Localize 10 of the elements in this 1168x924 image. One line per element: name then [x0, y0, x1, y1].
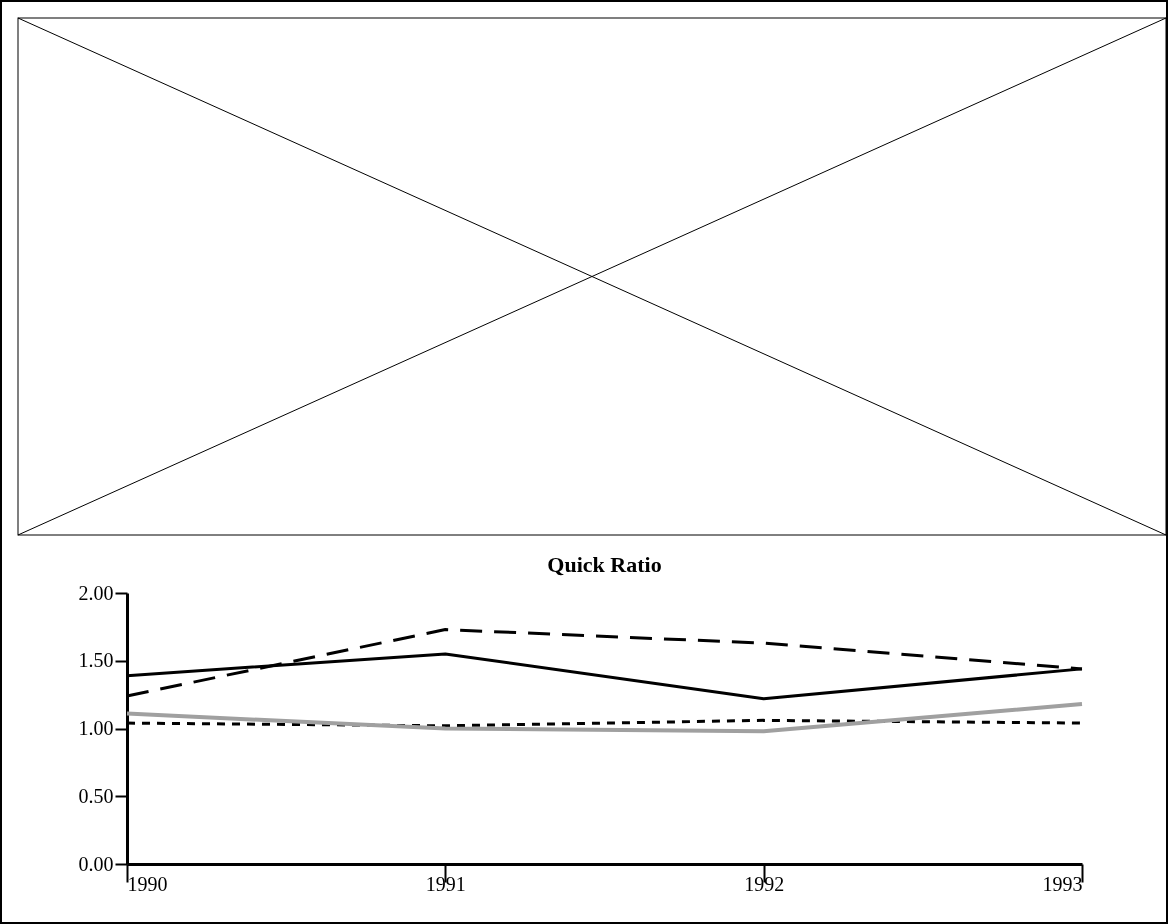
y-tick-label: 1.00 — [78, 717, 114, 739]
y-tick-label: 0.50 — [78, 784, 114, 807]
x-tick-label: 1991 — [425, 872, 466, 895]
y-tick-label: 1.50 — [78, 649, 114, 672]
x-tick-label: 1992 — [744, 872, 785, 895]
y-tick-label: 0.00 — [78, 852, 114, 875]
y-tick-label: 2.00 — [78, 581, 114, 604]
x-tick-label: 1990 — [127, 872, 168, 895]
x-tick-label: 1993 — [1042, 872, 1083, 895]
chart-title: Quick Ratio — [547, 552, 662, 577]
